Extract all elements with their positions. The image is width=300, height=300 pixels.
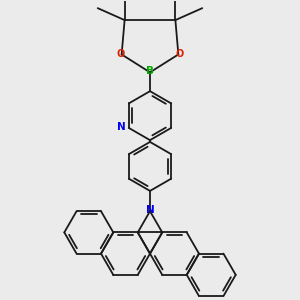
Text: N: N — [146, 205, 154, 215]
Text: B: B — [146, 66, 154, 76]
Text: O: O — [176, 50, 184, 59]
Text: O: O — [116, 50, 124, 59]
Text: N: N — [117, 122, 126, 132]
